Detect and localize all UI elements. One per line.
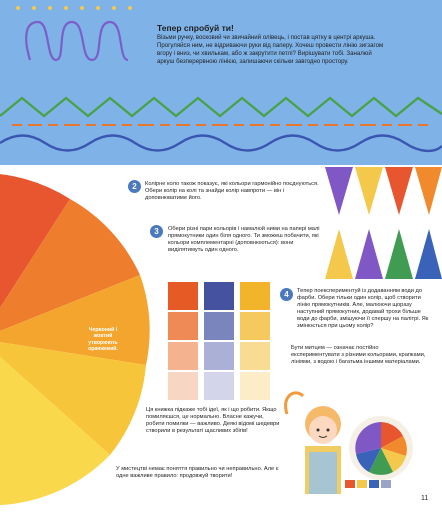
step-3-text: Обери різні пари кольорів і намалюй ними… bbox=[168, 226, 320, 254]
step-4-badge: 4 bbox=[280, 288, 293, 301]
step-3-badge: 3 bbox=[150, 225, 163, 238]
line-patterns-icon bbox=[0, 96, 442, 153]
encouragement-text: Ця книжка підкаже тобі ідеї, як і що роб… bbox=[146, 407, 280, 435]
section-title: Тепер спробуй ти! bbox=[157, 23, 234, 33]
triangle-pairs-icon bbox=[325, 167, 442, 279]
dots bbox=[16, 6, 132, 10]
step-2-badge: 2 bbox=[128, 180, 141, 193]
intro-text: Візьми ручку, восковий чи звичайний олів… bbox=[157, 34, 384, 66]
step-4-text: Тепер поекспериментуй із додаванням води… bbox=[297, 288, 429, 330]
page-number: 11 bbox=[421, 495, 429, 502]
color-wheel-icon bbox=[0, 174, 150, 506]
closing-text: У мистецтві немає поняття правильно чи н… bbox=[116, 466, 279, 480]
step-2-text: Колірне коло також показує, які кольори … bbox=[145, 181, 319, 202]
paint-swatches-icon bbox=[168, 282, 270, 400]
girl-with-palette-icon bbox=[284, 391, 413, 494]
wheel-caption: Червоний і жовтий утворюють оранжевий. bbox=[88, 327, 118, 353]
loop-scribble-icon bbox=[16, 6, 132, 62]
artist-note: Бути митцем — означає постійно експериме… bbox=[291, 345, 426, 366]
